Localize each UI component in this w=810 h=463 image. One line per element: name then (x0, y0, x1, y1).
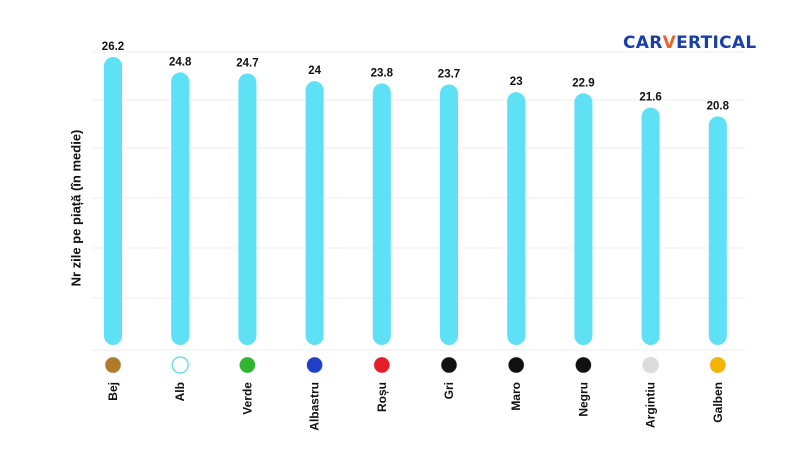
logo-text-part3: ERTICAL (676, 33, 757, 53)
x-tick-label: Roșu (375, 382, 389, 412)
color-marker-galben (709, 356, 727, 374)
bar-roșu (372, 83, 391, 345)
x-tick-label: Argintiu (644, 382, 658, 428)
bar-argintiu (641, 107, 660, 346)
x-tick-label: Bej (106, 382, 120, 401)
value-label: 24.8 (169, 56, 192, 68)
bar-albastru (305, 81, 324, 346)
value-label: 20.8 (707, 100, 730, 112)
color-marker-roșu (373, 356, 391, 374)
color-marker-verde (239, 356, 256, 374)
y-axis-label: Nr zile pe piață (în medie) (68, 129, 84, 287)
x-tick-label: Gri (442, 382, 456, 399)
color-marker-negru (575, 356, 592, 374)
bar-verde (238, 73, 257, 345)
value-label: 21.6 (639, 92, 661, 104)
x-tick-label: Alb (173, 382, 187, 401)
bar-alb (171, 72, 190, 345)
color-marker-albastru (306, 356, 323, 374)
x-tick-label: Verde (240, 382, 254, 415)
color-marker-argintiu (642, 356, 659, 374)
bar-maro (507, 92, 526, 346)
value-label: 26.2 (102, 41, 124, 53)
bar-negru (574, 93, 593, 345)
value-label: 23.8 (371, 67, 394, 79)
value-label: 24.7 (236, 57, 258, 69)
carvertical-logo: CARVERTICAL (623, 33, 757, 53)
bar-gri (440, 84, 458, 345)
logo-text-part1: CAR (623, 33, 663, 53)
value-labels: 26.2 24.8 24.7 24 23.8 23.7 23 22.9 21.6 20.8 (102, 41, 730, 112)
x-tick-labels: Bej Alb Verde Albastru Roșu Gri Maro Negru Argin… (106, 382, 725, 431)
value-label: 22.9 (572, 77, 594, 89)
x-tick-label: Galben (711, 382, 725, 423)
color-marker-alb (171, 356, 189, 374)
gridlines (92, 51, 745, 351)
bars (104, 57, 727, 346)
color-marker-bej (104, 356, 122, 374)
x-tick-label: Maro (509, 382, 523, 411)
value-label: 23.7 (438, 68, 460, 80)
bar-bej (104, 57, 122, 345)
x-tick-label: Negru (576, 382, 590, 417)
color-markers (104, 356, 727, 374)
value-label: 23 (510, 76, 523, 88)
value-label: 24 (308, 65, 321, 77)
color-marker-maro (507, 356, 525, 374)
x-tick-label: Albastru (308, 382, 322, 431)
logo-text-part2: V (662, 33, 677, 53)
bar-galben (708, 116, 727, 345)
color-marker-gri (440, 356, 458, 374)
